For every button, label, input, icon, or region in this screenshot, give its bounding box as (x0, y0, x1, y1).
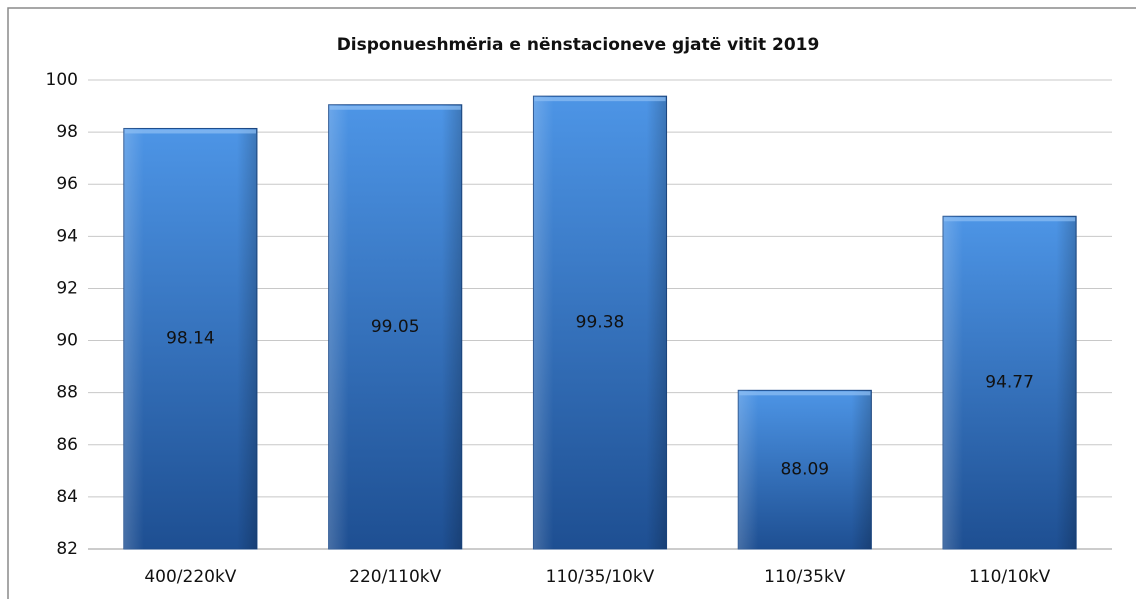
bar-highlight (944, 217, 1076, 222)
bar-shade (328, 104, 462, 549)
chart-title: Disponueshmëria e nënstacioneve gjatë vi… (337, 35, 820, 55)
bar-highlight (534, 97, 666, 102)
bar-highlight (739, 391, 871, 396)
x-tick-label: 220/110kV (349, 567, 441, 587)
x-tick-label: 110/10kV (969, 567, 1051, 587)
data-label: 99.05 (371, 317, 420, 337)
bar-shade (943, 216, 1077, 549)
y-tick-label: 84 (56, 487, 78, 507)
bar-highlight (329, 105, 461, 110)
y-tick-label: 90 (56, 331, 78, 351)
x-tick-label: 400/220kV (144, 567, 236, 587)
data-label: 99.38 (576, 313, 625, 333)
y-tick-label: 82 (56, 539, 78, 559)
y-tick-label: 96 (56, 174, 78, 194)
bar-shade (123, 128, 257, 550)
y-tick-label: 98 (56, 122, 78, 142)
y-tick-label: 100 (46, 70, 78, 90)
y-tick-label: 94 (56, 226, 78, 246)
bar-shade (533, 96, 667, 549)
data-label: 88.09 (780, 460, 829, 480)
y-tick-label: 92 (56, 278, 78, 298)
bar-shade (738, 390, 872, 549)
bar-highlight (124, 129, 256, 134)
y-tick-label: 86 (56, 435, 78, 455)
data-label: 94.77 (985, 373, 1034, 393)
x-tick-label: 110/35/10kV (546, 567, 655, 587)
data-label: 98.14 (166, 329, 215, 349)
x-tick-label: 110/35kV (764, 567, 846, 587)
y-tick-label: 88 (56, 383, 78, 403)
